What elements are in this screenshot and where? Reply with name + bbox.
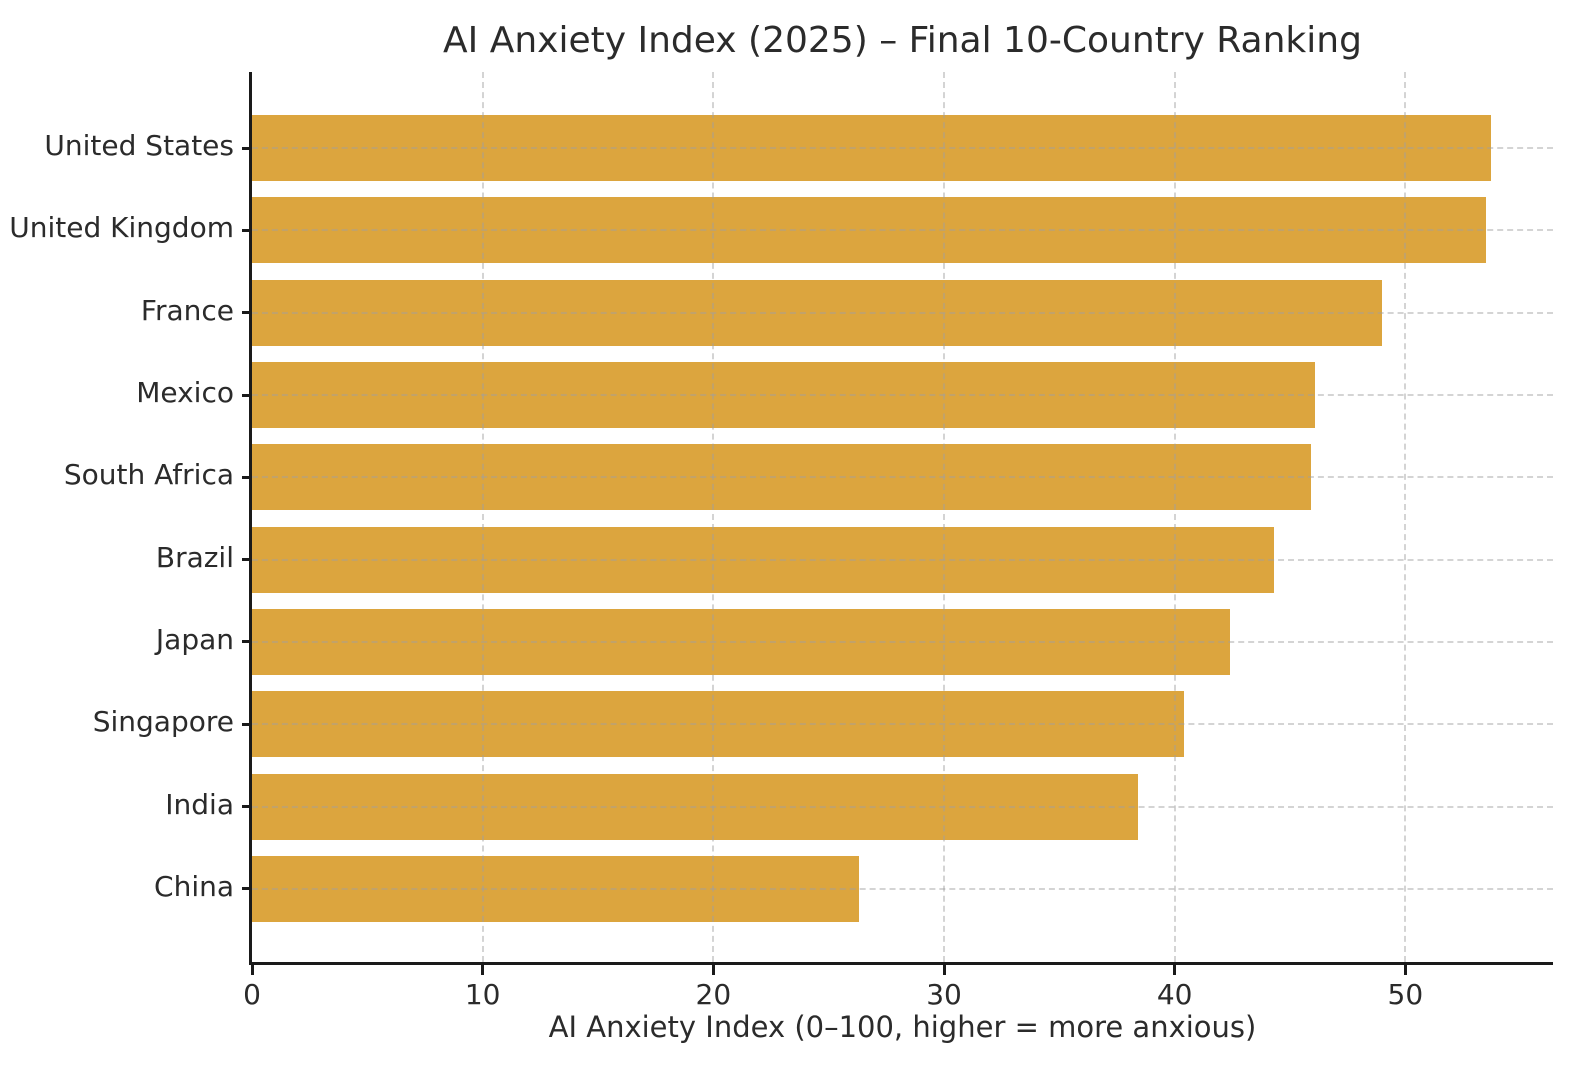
x-tick-label: 50 <box>1387 978 1424 1011</box>
chart-title: AI Anxiety Index (2025) – Final 10-Count… <box>443 20 1362 61</box>
grid-line-horizontal <box>252 558 1553 561</box>
y-tick <box>242 722 252 726</box>
y-tick <box>242 393 252 397</box>
grid-line-vertical <box>943 72 946 962</box>
grid-line-horizontal <box>252 887 1553 890</box>
bar-brazil <box>252 526 1274 593</box>
y-tick-label: Brazil <box>155 540 234 574</box>
grid-line-horizontal <box>252 640 1553 643</box>
y-tick <box>242 887 252 891</box>
y-tick-label: Mexico <box>136 376 234 410</box>
x-tick <box>1173 965 1177 975</box>
y-tick-label: India <box>165 787 234 821</box>
grid-line-horizontal <box>252 147 1553 150</box>
y-tick <box>242 558 252 562</box>
bar-mexico <box>252 362 1316 429</box>
y-axis-spine <box>249 72 252 965</box>
grid-line-horizontal <box>252 476 1553 479</box>
x-tick <box>711 965 715 975</box>
x-tick-label: 0 <box>243 978 261 1011</box>
x-tick <box>942 965 946 975</box>
y-tick-label: Singapore <box>92 705 234 739</box>
y-tick-label: South Africa <box>63 458 234 492</box>
y-tick-label: United States <box>44 129 234 163</box>
plot-area <box>252 72 1553 962</box>
y-tick-label: France <box>140 293 234 327</box>
y-tick <box>242 640 252 644</box>
x-tick-label: 30 <box>926 978 962 1011</box>
grid-line-horizontal <box>252 394 1553 397</box>
y-tick <box>242 311 252 315</box>
y-tick-label: United Kingdom <box>9 211 234 245</box>
x-tick-label: 10 <box>464 978 501 1011</box>
y-tick <box>242 146 252 150</box>
grid-line-vertical <box>481 72 484 962</box>
grid-line-horizontal <box>252 723 1553 726</box>
x-tick <box>1403 965 1407 975</box>
bar-south-africa <box>252 444 1311 511</box>
bar-china <box>252 855 859 922</box>
x-tick-label: 40 <box>1156 978 1193 1011</box>
x-axis-spine <box>249 962 1553 965</box>
x-axis-label: AI Anxiety Index (0–100, higher = more a… <box>548 1010 1257 1044</box>
grid-line-horizontal <box>252 311 1553 314</box>
y-tick <box>242 228 252 232</box>
grid-line-horizontal <box>252 229 1553 232</box>
x-tick <box>481 965 485 975</box>
bar-united-states <box>252 115 1491 182</box>
y-tick-label: China <box>154 869 234 903</box>
y-tick <box>242 475 252 479</box>
grid-line-vertical <box>712 72 715 962</box>
bar-singapore <box>252 691 1184 758</box>
bar-india <box>252 773 1138 840</box>
x-tick <box>250 965 254 975</box>
grid-line-horizontal <box>252 805 1553 808</box>
grid-line-vertical <box>1404 72 1407 962</box>
y-tick-label: Japan <box>155 622 234 656</box>
bar-united-kingdom <box>252 197 1487 264</box>
bar-france <box>252 279 1383 346</box>
grid-line-vertical <box>1173 72 1176 962</box>
bar-japan <box>252 608 1231 675</box>
x-tick-label: 20 <box>695 978 732 1011</box>
y-tick <box>242 805 252 809</box>
